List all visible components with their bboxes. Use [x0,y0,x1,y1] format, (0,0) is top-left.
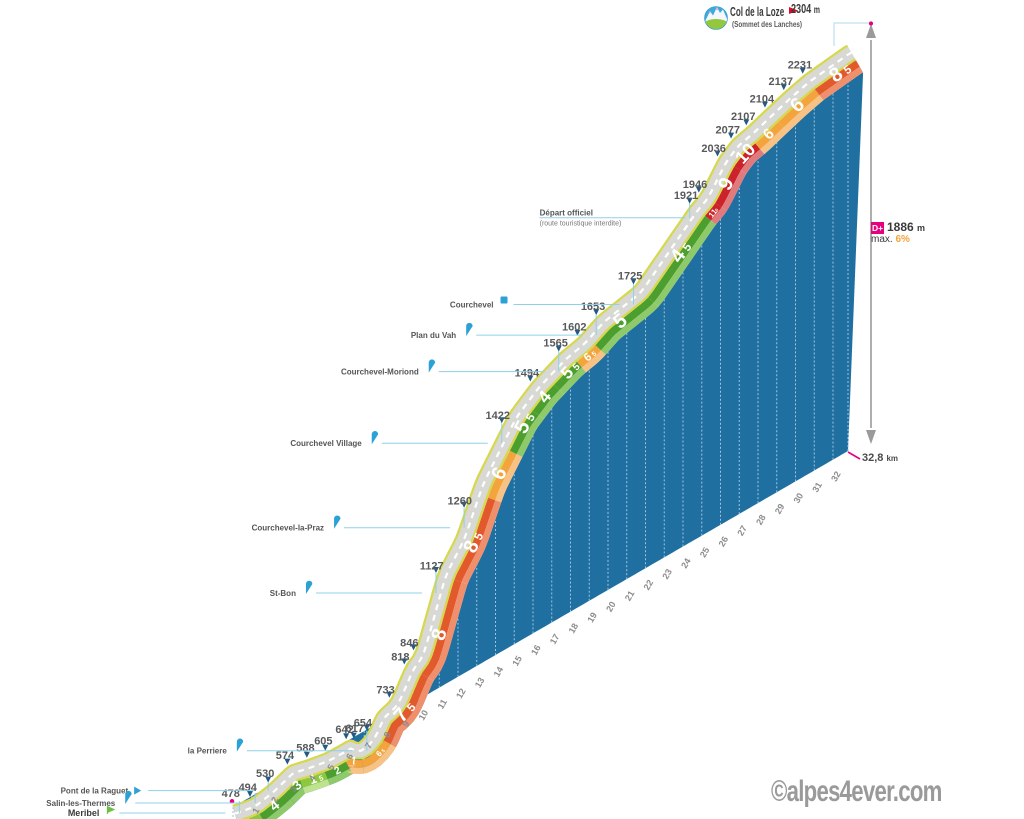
svg-text:D+: D+ [872,223,883,233]
